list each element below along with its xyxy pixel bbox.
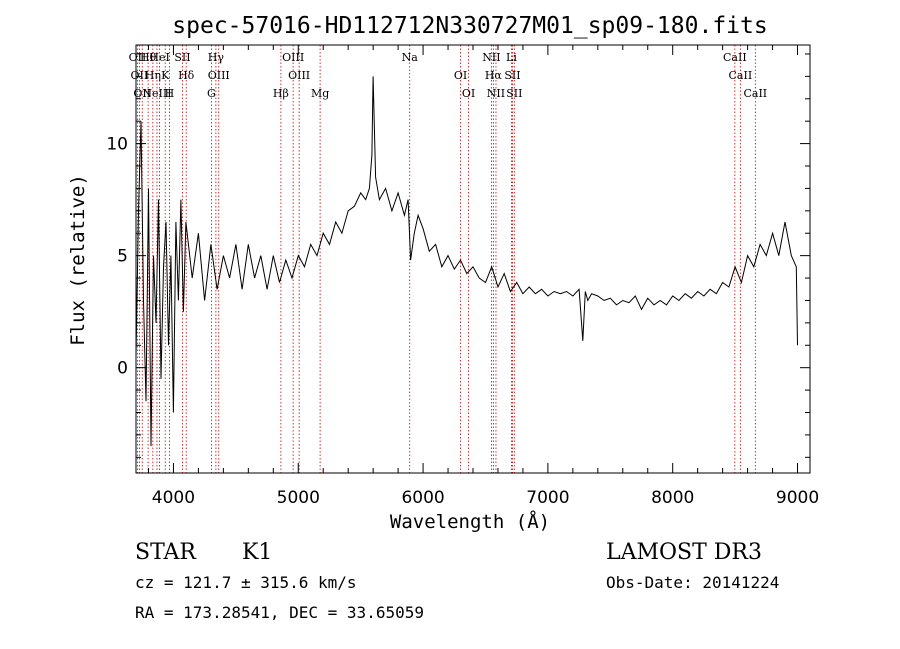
x-tick-label: 6000 (401, 488, 444, 508)
object-subclass: K1 (242, 540, 273, 565)
x-tick-label: 4000 (152, 488, 195, 508)
line-label: CaII (743, 87, 767, 100)
line-label: SII (174, 51, 190, 64)
line-label: Li (506, 51, 517, 64)
line-label: OII (129, 51, 147, 64)
line-label: Na (402, 51, 419, 64)
tick-labels: 4000 5000 6000 7000 8000 9000 0 5 10 (106, 135, 819, 508)
x-tick-label: 8000 (651, 488, 694, 508)
line-label: K (161, 69, 170, 82)
line-label: G (207, 87, 216, 100)
spectrum-line (135, 76, 798, 447)
line-label: Hα (485, 69, 503, 82)
line-label: NeIII (142, 87, 171, 100)
coordinates: RA = 173.28541, DEC = 33.65059 (135, 603, 424, 622)
y-axis-label: Flux (relative) (67, 174, 89, 346)
y-tick-label: 0 (117, 359, 128, 379)
line-label: Hθ (140, 51, 157, 64)
line-label: OI (462, 87, 475, 100)
line-label: OII (133, 87, 151, 100)
line-label: CaII (723, 51, 747, 64)
line-marker-group (137, 45, 756, 473)
line-label: NII (482, 51, 500, 64)
y-tick-label: 10 (106, 135, 128, 155)
observation-date: Obs-Date: 20141224 (606, 573, 780, 592)
line-label: OIII (208, 69, 230, 82)
axis-ticks (136, 45, 810, 473)
line-label: CaII (729, 69, 753, 82)
line-label: OI (454, 69, 467, 82)
line-label: Hγ (208, 51, 225, 64)
line-label: Mg (311, 87, 329, 100)
line-label-group: OIIOIIOIIHθHηNeIIIHeIKHSIIHδGHγOIIIHβOII… (129, 51, 768, 100)
x-axis-label: Wavelength (Å) (390, 510, 550, 533)
line-label: Hη (145, 69, 161, 82)
line-label: H (165, 87, 175, 100)
line-label: SII (504, 69, 520, 82)
object-class: STAR (135, 540, 196, 565)
line-label: NII (487, 87, 505, 100)
line-label: Hβ (273, 87, 289, 100)
survey-label: LAMOST DR3 (606, 540, 762, 565)
line-label: HeI (149, 51, 169, 64)
x-tick-label: 9000 (776, 488, 819, 508)
x-tick-label: 7000 (526, 488, 569, 508)
y-tick-label: 5 (117, 247, 128, 267)
chart-title: spec-57016-HD112712N330727M01_sp09-180.f… (172, 13, 767, 39)
x-tick-label: 5000 (277, 488, 320, 508)
line-label: OIII (282, 51, 304, 64)
line-label: OII (131, 69, 149, 82)
line-label: OIII (288, 69, 310, 82)
line-label: Hδ (178, 69, 195, 82)
redshift-velocity: cz = 121.7 ± 315.6 km/s (135, 573, 357, 592)
plot-frame (135, 44, 811, 474)
line-label: SII (506, 87, 522, 100)
